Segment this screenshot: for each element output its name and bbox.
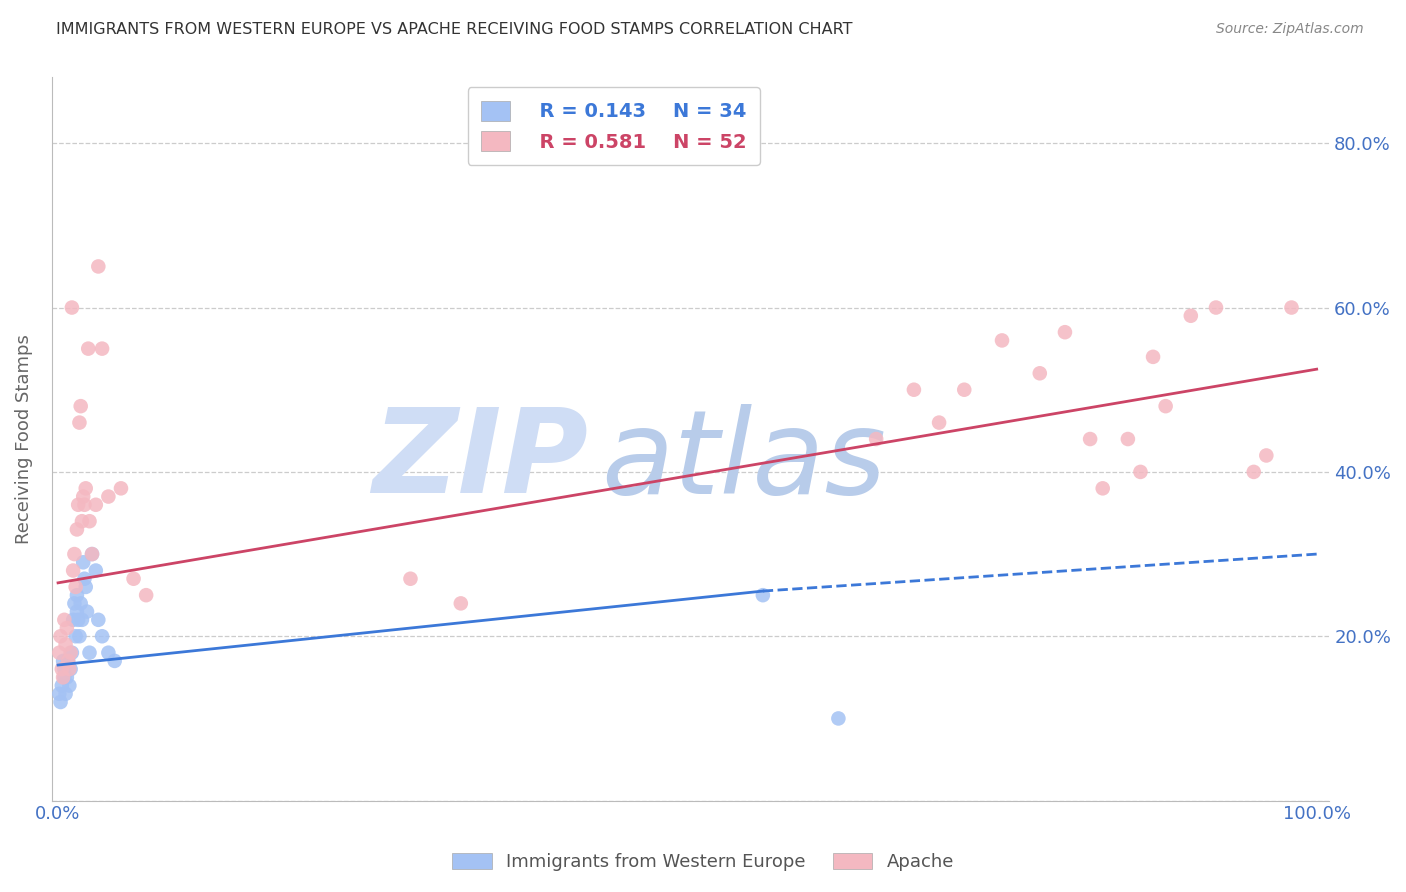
Point	[55, 638, 77, 652]
Point	[56, 621, 79, 635]
Text: IMMIGRANTS FROM WESTERN EUROPE VS APACHE RECEIVING FOOD STAMPS CORRELATION CHART: IMMIGRANTS FROM WESTERN EUROPE VS APACHE…	[56, 22, 853, 37]
Point	[55, 687, 77, 701]
Text: atlas: atlas	[602, 404, 886, 517]
Text: Source: ZipAtlas.com: Source: ZipAtlas.com	[1216, 22, 1364, 37]
Point	[59, 646, 82, 660]
Point	[1029, 366, 1052, 380]
Point	[63, 547, 86, 561]
Point	[69, 399, 91, 413]
Point	[73, 498, 96, 512]
Point	[69, 629, 91, 643]
Point	[953, 383, 976, 397]
Point	[1205, 301, 1227, 315]
Point	[1154, 399, 1177, 413]
Point	[87, 613, 110, 627]
Point	[67, 498, 90, 512]
Point	[56, 654, 79, 668]
Point	[75, 580, 97, 594]
Point	[63, 596, 86, 610]
Point	[62, 613, 84, 627]
Point	[51, 662, 73, 676]
Point	[48, 687, 70, 701]
Point	[65, 629, 87, 643]
Point	[79, 514, 101, 528]
Point	[66, 523, 89, 537]
Point	[56, 670, 79, 684]
Point	[58, 662, 80, 676]
Point	[53, 613, 76, 627]
Point	[73, 572, 96, 586]
Point	[56, 654, 79, 668]
Point	[49, 629, 72, 643]
Point	[59, 662, 82, 676]
Point	[58, 679, 80, 693]
Point	[865, 432, 887, 446]
Point	[84, 498, 107, 512]
Point	[752, 588, 775, 602]
Point	[87, 260, 110, 274]
Point	[52, 670, 75, 684]
Point	[70, 613, 93, 627]
Point	[1142, 350, 1164, 364]
Legend:   R = 0.143    N = 34,   R = 0.581    N = 52: R = 0.143 N = 34, R = 0.581 N = 52	[468, 87, 761, 165]
Point	[122, 572, 145, 586]
Point	[97, 646, 120, 660]
Point	[51, 679, 73, 693]
Point	[1129, 465, 1152, 479]
Point	[52, 654, 75, 668]
Point	[91, 342, 114, 356]
Point	[135, 588, 157, 602]
Point	[65, 580, 87, 594]
Point	[80, 547, 103, 561]
Point	[75, 481, 97, 495]
Point	[97, 490, 120, 504]
Point	[1053, 325, 1076, 339]
Point	[91, 629, 114, 643]
Point	[72, 490, 94, 504]
Point	[1116, 432, 1139, 446]
Point	[76, 605, 98, 619]
Point	[53, 670, 76, 684]
Point	[53, 662, 76, 676]
Point	[450, 596, 472, 610]
Point	[80, 547, 103, 561]
Point	[1091, 481, 1114, 495]
Point	[69, 416, 91, 430]
Point	[69, 596, 91, 610]
Text: ZIP: ZIP	[373, 403, 588, 518]
Point	[1281, 301, 1303, 315]
Point	[60, 301, 83, 315]
Point	[991, 334, 1014, 348]
Point	[48, 646, 70, 660]
Point	[77, 342, 100, 356]
Point	[928, 416, 950, 430]
Point	[49, 695, 72, 709]
Point	[399, 572, 422, 586]
Y-axis label: Receiving Food Stamps: Receiving Food Stamps	[15, 334, 32, 544]
Legend: Immigrants from Western Europe, Apache: Immigrants from Western Europe, Apache	[444, 846, 962, 879]
Point	[110, 481, 132, 495]
Point	[62, 564, 84, 578]
Point	[1180, 309, 1202, 323]
Point	[66, 588, 89, 602]
Point	[84, 564, 107, 578]
Point	[72, 555, 94, 569]
Point	[1078, 432, 1101, 446]
Point	[903, 383, 925, 397]
Point	[104, 654, 127, 668]
Point	[1256, 449, 1278, 463]
Point	[1243, 465, 1265, 479]
Point	[70, 514, 93, 528]
Point	[79, 646, 101, 660]
Point	[67, 613, 90, 627]
Point	[827, 711, 849, 725]
Point	[60, 646, 83, 660]
Point	[66, 605, 89, 619]
